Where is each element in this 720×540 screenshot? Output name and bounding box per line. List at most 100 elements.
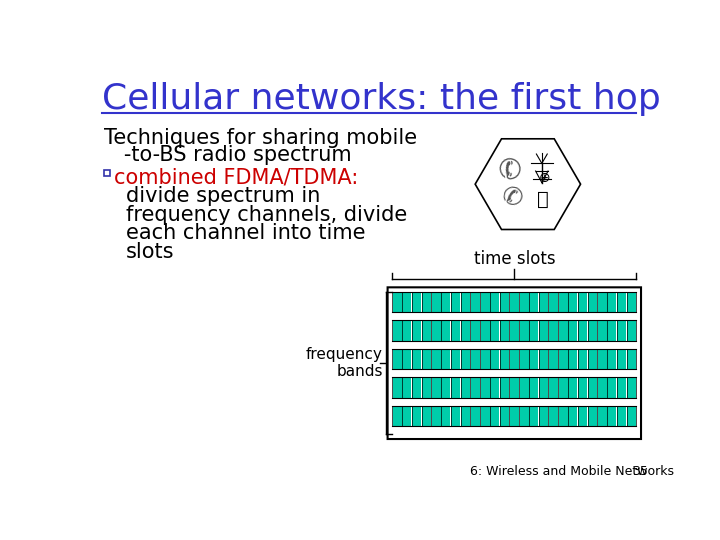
Bar (490, 321, 499, 341)
Bar (490, 349, 499, 369)
Bar (627, 378, 636, 397)
Bar (617, 292, 626, 312)
Bar (529, 292, 539, 312)
Bar (520, 378, 528, 397)
Bar (422, 349, 431, 369)
Bar (500, 406, 509, 426)
Bar (441, 378, 451, 397)
Text: frequency channels, divide: frequency channels, divide (126, 205, 407, 225)
Text: combined FDMA/TDMA:: combined FDMA/TDMA: (114, 168, 359, 188)
Text: time slots: time slots (474, 250, 555, 268)
Bar (588, 292, 597, 312)
Bar (451, 406, 460, 426)
Bar (520, 292, 528, 312)
Bar (441, 406, 451, 426)
Bar (549, 321, 558, 341)
Bar (471, 292, 480, 312)
Bar (461, 321, 470, 341)
Text: ✆: ✆ (500, 184, 525, 212)
Bar (392, 292, 402, 312)
Bar (549, 292, 558, 312)
Bar (588, 406, 597, 426)
Bar (588, 321, 597, 341)
Bar (568, 292, 577, 312)
Bar (588, 378, 597, 397)
Bar (412, 406, 421, 426)
Text: slots: slots (126, 242, 174, 262)
Bar (598, 292, 607, 312)
Bar (471, 349, 480, 369)
Bar (471, 321, 480, 341)
Bar (520, 321, 528, 341)
Bar (578, 292, 588, 312)
Bar (598, 349, 607, 369)
Bar (500, 349, 509, 369)
Bar (451, 321, 460, 341)
Bar (480, 406, 490, 426)
Bar (432, 292, 441, 312)
Bar (578, 349, 588, 369)
Bar (402, 292, 411, 312)
Bar (568, 378, 577, 397)
Bar (529, 406, 539, 426)
Text: Cellular networks: the first hop: Cellular networks: the first hop (102, 83, 660, 117)
Bar (549, 378, 558, 397)
Text: divide spectrum in: divide spectrum in (126, 186, 320, 206)
Bar (500, 292, 509, 312)
Bar (568, 406, 577, 426)
Bar (559, 321, 567, 341)
Bar (598, 378, 607, 397)
Bar (432, 378, 441, 397)
Bar (480, 378, 490, 397)
Bar (510, 349, 519, 369)
Bar (529, 349, 539, 369)
Bar (617, 378, 626, 397)
Bar (412, 378, 421, 397)
Text: ✆: ✆ (495, 153, 526, 187)
Bar (461, 349, 470, 369)
Bar (461, 406, 470, 426)
Bar (549, 349, 558, 369)
Bar (608, 378, 616, 397)
Bar (568, 349, 577, 369)
Bar (480, 321, 490, 341)
Bar (539, 292, 548, 312)
Bar (471, 378, 480, 397)
Bar (402, 349, 411, 369)
Bar (441, 292, 451, 312)
Bar (490, 406, 499, 426)
Bar (617, 321, 626, 341)
Bar (549, 406, 558, 426)
Bar (412, 349, 421, 369)
Bar (451, 349, 460, 369)
Bar (608, 349, 616, 369)
Bar (568, 321, 577, 341)
Bar (392, 321, 402, 341)
Bar (500, 378, 509, 397)
Bar (451, 292, 460, 312)
Bar (510, 378, 519, 397)
Bar (432, 349, 441, 369)
Bar (598, 321, 607, 341)
Bar (490, 378, 499, 397)
Text: Techniques for sharing mobile: Techniques for sharing mobile (104, 128, 417, 148)
Bar (392, 406, 402, 426)
Bar (588, 349, 597, 369)
Bar (608, 406, 616, 426)
Bar (422, 292, 431, 312)
Bar (480, 292, 490, 312)
Bar (520, 406, 528, 426)
Text: 🚗: 🚗 (538, 190, 549, 209)
Bar (402, 406, 411, 426)
Bar (402, 378, 411, 397)
Bar (578, 378, 588, 397)
Bar (471, 406, 480, 426)
Bar (539, 349, 548, 369)
Bar (510, 292, 519, 312)
Bar (539, 378, 548, 397)
Text: ⊕: ⊕ (539, 171, 551, 185)
Bar (422, 378, 431, 397)
Bar (617, 349, 626, 369)
Text: each channel into time: each channel into time (126, 224, 365, 244)
Text: -to-BS radio spectrum: -to-BS radio spectrum (104, 145, 351, 165)
